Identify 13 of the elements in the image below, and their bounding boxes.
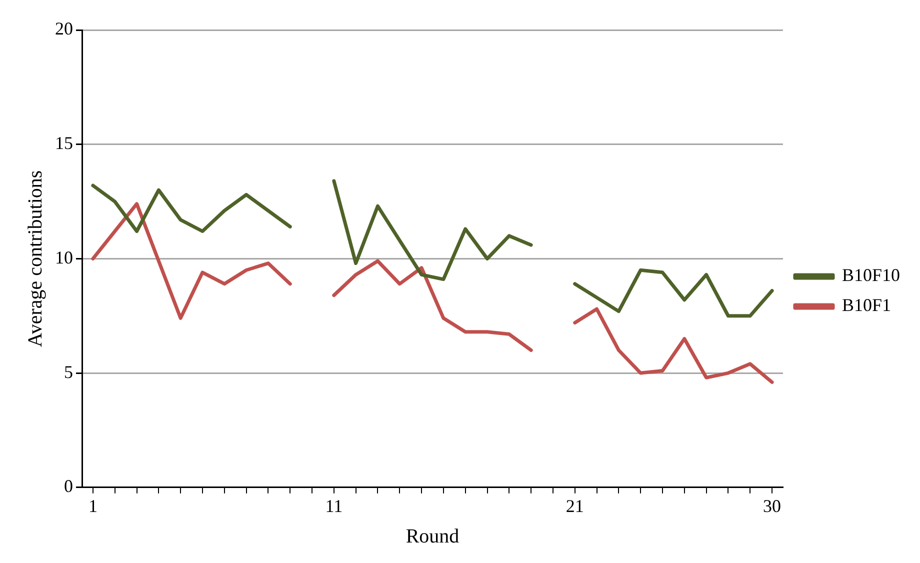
y-tick-label: 5: [64, 362, 73, 382]
y-tick-label: 0: [64, 476, 73, 496]
y-tick-label: 15: [55, 133, 73, 154]
legend-label: B10F1: [842, 295, 892, 316]
y-tick-label: 10: [55, 247, 73, 268]
x-axis-title: Round: [406, 525, 460, 548]
x-tick-label: 21: [566, 496, 584, 516]
y-tick-label: 20: [55, 18, 73, 39]
x-tick-label: 30: [763, 496, 782, 516]
x-tick-label: 1: [88, 496, 98, 516]
x-tick-label: 11: [325, 496, 343, 516]
legend-label: B10F10: [842, 265, 900, 286]
y-axis-title: Average contributions: [24, 170, 46, 348]
